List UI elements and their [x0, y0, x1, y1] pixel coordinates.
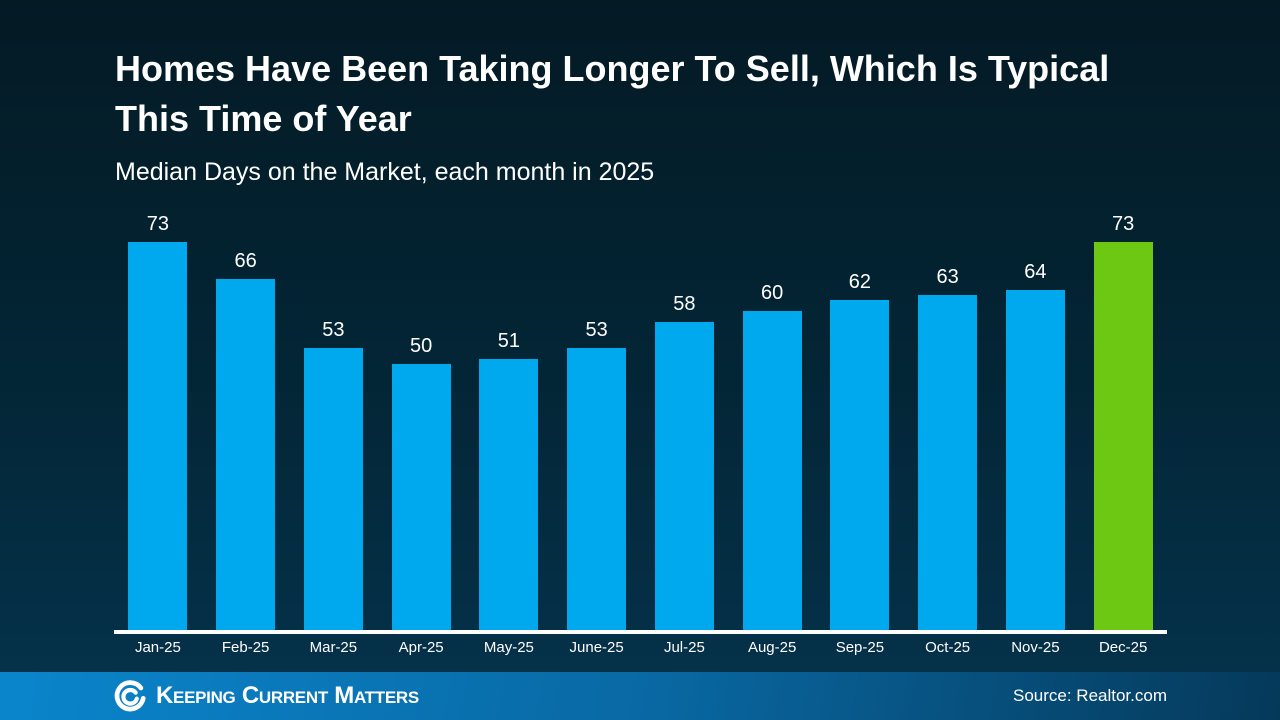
bar-column-aug-25: 60 [728, 212, 816, 630]
bar-value-label: 58 [673, 293, 696, 315]
bar-column-june-25: 53 [553, 212, 641, 630]
bar-dec-25 [1093, 242, 1153, 630]
bar-aug-25 [742, 311, 802, 630]
bar-may-25 [479, 359, 539, 630]
bar-value-label: 73 [146, 213, 169, 235]
x-axis-label-mar-25: Mar-25 [309, 639, 358, 656]
bar-value-label: 66 [234, 250, 257, 272]
bar-value-label: 50 [410, 335, 433, 357]
bar-value-label: 73 [1112, 213, 1135, 235]
bar-column-nov-25: 64 [992, 212, 1080, 630]
x-axis-label-feb-25: Feb-25 [221, 639, 270, 656]
bar-oct-25 [918, 295, 978, 630]
bar-column-jan-25: 73 [114, 212, 202, 630]
bar-column-may-25: 51 [465, 212, 553, 630]
bar-jul-25 [654, 322, 714, 630]
x-axis-label-aug-25: Aug-25 [747, 639, 797, 656]
bar-column-apr-25: 50 [377, 212, 465, 630]
x-axis-label-sep-25: Sep-25 [835, 639, 885, 656]
brand-name: Keeping Current Matters [156, 682, 419, 709]
bar-column-dec-25: 73 [1079, 212, 1167, 630]
chart-subtitle: Median Days on the Market, each month in… [115, 158, 655, 186]
bar-mar-25 [303, 348, 363, 630]
bar-column-feb-25: 66 [202, 212, 290, 630]
bar-jan-25 [128, 242, 188, 630]
x-axis-label-oct-25: Oct-25 [925, 639, 971, 656]
x-axis-line [114, 630, 1167, 634]
bar-feb-25 [216, 279, 276, 630]
bar-value-label: 63 [936, 266, 959, 288]
brand: Keeping Current Matters [113, 679, 419, 713]
x-axis-labels: Jan-25 Feb-25 Mar-25 Apr-25 May-25 June-25 Jul… [114, 639, 1167, 656]
bar-column-sep-25: 62 [816, 212, 904, 630]
bar-june-25 [567, 348, 627, 630]
bar-column-oct-25: 63 [904, 212, 992, 630]
chart-title: Homes Have Been Taking Longer To Sell, W… [115, 48, 1110, 139]
x-axis-label-dec-25: Dec-25 [1098, 639, 1148, 656]
bar-value-label: 60 [761, 282, 784, 304]
bar-value-label: 53 [322, 319, 345, 341]
bar-value-label: 53 [585, 319, 608, 341]
footer-bar: Keeping Current Matters Source: Realtor.… [0, 672, 1280, 720]
bar-nov-25 [1005, 290, 1065, 630]
bar-value-label: 51 [497, 330, 520, 352]
bar-apr-25 [391, 364, 451, 630]
bar-column-jul-25: 58 [641, 212, 729, 630]
bar-value-label: 62 [848, 271, 871, 293]
kcm-swirl-icon [114, 680, 146, 712]
bar-sep-25 [830, 300, 890, 630]
x-axis-label-may-25: May-25 [483, 639, 534, 656]
x-axis-label-nov-25: Nov-25 [1011, 639, 1060, 656]
bar-column-mar-25: 53 [290, 212, 378, 630]
bar-value-label: 64 [1024, 261, 1047, 283]
x-axis-label-jul-25: Jul-25 [663, 639, 705, 656]
chart-header: Homes Have Been Taking Longer To Sell, W… [115, 44, 1185, 187]
bar-chart: 73 66 53 50 51 53 58 60 62 63 64 73 [114, 212, 1167, 630]
source-credit: Source: Realtor.com [1012, 686, 1167, 705]
x-axis-label-apr-25: Apr-25 [398, 639, 444, 656]
x-axis-label-june-25: June-25 [569, 639, 624, 656]
x-axis-label-jan-25: Jan-25 [134, 639, 181, 656]
